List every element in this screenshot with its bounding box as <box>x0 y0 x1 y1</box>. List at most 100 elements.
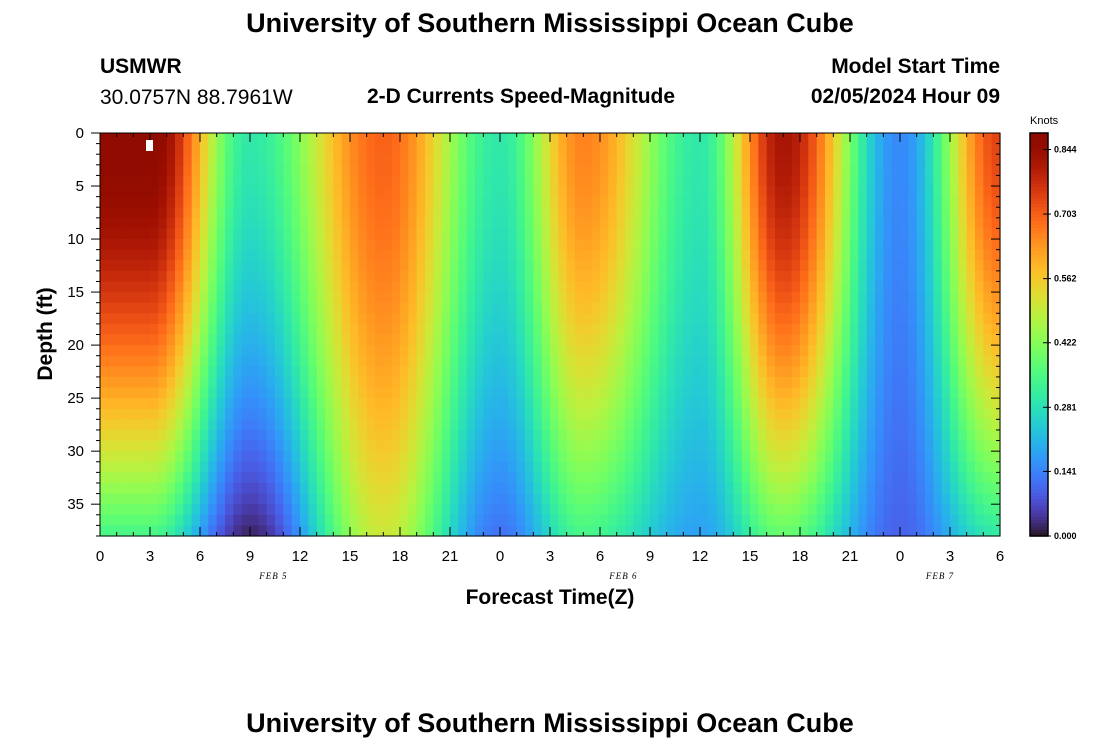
colorbar-tick-label: 0.562 <box>1054 274 1077 284</box>
heatmap-cell <box>525 164 534 177</box>
colorbar-segment <box>1030 166 1048 171</box>
heatmap-cell <box>250 313 259 325</box>
heatmap-cell <box>241 461 251 473</box>
heatmap-cell <box>825 461 834 473</box>
heatmap-cell <box>375 525 384 537</box>
heatmap-cell <box>441 270 451 283</box>
heatmap-cell <box>650 196 659 208</box>
heatmap-cell <box>800 239 809 251</box>
heatmap-cell <box>775 302 784 314</box>
heatmap-cell <box>266 461 276 473</box>
heatmap-cell <box>700 376 709 389</box>
heatmap-cell <box>916 398 926 410</box>
heatmap-cell <box>466 429 476 442</box>
heatmap-cell <box>683 207 693 219</box>
heatmap-cell <box>408 164 418 177</box>
heatmap-cell <box>816 207 826 219</box>
heatmap-cell <box>616 207 626 219</box>
heatmap-cell <box>866 302 876 314</box>
x-tick-label: 6 <box>596 548 604 565</box>
heatmap-cell <box>650 387 659 399</box>
heatmap-cell <box>666 228 676 240</box>
heatmap-cell <box>991 419 1001 431</box>
heatmap-cell <box>891 133 901 145</box>
heatmap-cell <box>650 451 659 463</box>
heatmap-cell <box>216 440 226 452</box>
heatmap-cell <box>350 366 359 378</box>
heatmap-cell <box>191 525 201 537</box>
heatmap-cell <box>366 504 376 516</box>
heatmap-cell <box>683 472 693 484</box>
heatmap-cell <box>725 472 734 484</box>
heatmap-cell <box>383 429 393 442</box>
heatmap-cell <box>816 461 826 473</box>
heatmap-cell <box>416 387 426 399</box>
heatmap-cell <box>341 302 351 314</box>
heatmap-cell <box>183 504 193 516</box>
heatmap-cell <box>758 270 768 283</box>
heatmap-cell <box>566 514 576 526</box>
heatmap-cell <box>958 239 968 251</box>
heatmap-cell <box>833 514 843 526</box>
heatmap-cell <box>858 281 868 293</box>
heatmap-cell <box>875 186 884 198</box>
heatmap-cell <box>750 451 759 463</box>
heatmap-cell <box>950 461 959 473</box>
heatmap-cell <box>875 133 884 145</box>
heatmap-cell <box>833 461 843 473</box>
heatmap-cell <box>683 482 693 495</box>
heatmap-cell <box>883 228 893 240</box>
heatmap-cell <box>516 355 526 367</box>
heatmap-cell <box>533 419 543 431</box>
heatmap-cell <box>608 260 618 272</box>
heatmap-cell <box>933 249 943 261</box>
heatmap-cell <box>725 313 734 325</box>
heatmap-cell <box>708 292 718 304</box>
heatmap-cell <box>258 408 268 420</box>
heatmap-cell <box>200 472 209 484</box>
heatmap-cell <box>650 186 659 198</box>
heatmap-cell <box>341 398 351 410</box>
heatmap-cell <box>333 323 343 336</box>
heatmap-cell <box>983 514 993 526</box>
heatmap-cell <box>583 451 593 463</box>
heatmap-cell <box>516 525 526 537</box>
heatmap-cell <box>125 292 134 304</box>
heatmap-cell <box>841 408 851 420</box>
heatmap-cell <box>475 493 484 505</box>
heatmap-cell <box>883 355 893 367</box>
heatmap-cell <box>150 143 159 155</box>
heatmap-cell <box>558 207 568 219</box>
heatmap-cell <box>575 281 584 293</box>
heatmap-cell <box>783 239 793 251</box>
heatmap-cell <box>350 429 359 442</box>
heatmap-cell <box>550 260 559 272</box>
heatmap-cell <box>358 239 368 251</box>
heatmap-cell <box>708 472 718 484</box>
heatmap-cell <box>633 525 643 537</box>
heatmap-cell <box>175 514 184 526</box>
heatmap-cell <box>675 440 684 452</box>
heatmap-cell <box>550 514 559 526</box>
heatmap-cell <box>225 398 234 410</box>
heatmap-cell <box>283 313 293 325</box>
heatmap-cell <box>791 345 801 357</box>
heatmap-cell <box>950 292 959 304</box>
heatmap-cell <box>700 493 709 505</box>
heatmap-cell <box>608 355 618 367</box>
heatmap-cell <box>491 207 501 219</box>
colorbar-segment <box>1030 227 1048 231</box>
heatmap-cell <box>750 334 759 346</box>
heatmap-cell <box>133 143 143 155</box>
heatmap-cell <box>208 186 218 198</box>
heatmap-cell <box>600 419 609 431</box>
heatmap-cell <box>883 164 893 177</box>
heatmap-cell <box>900 376 909 389</box>
heatmap-cell <box>400 323 409 336</box>
heatmap-cell <box>316 419 326 431</box>
heatmap-cell <box>150 472 159 484</box>
heatmap-cell <box>991 217 1001 230</box>
heatmap-cell <box>700 525 709 537</box>
heatmap-cell <box>116 217 126 230</box>
heatmap-cell <box>633 514 643 526</box>
